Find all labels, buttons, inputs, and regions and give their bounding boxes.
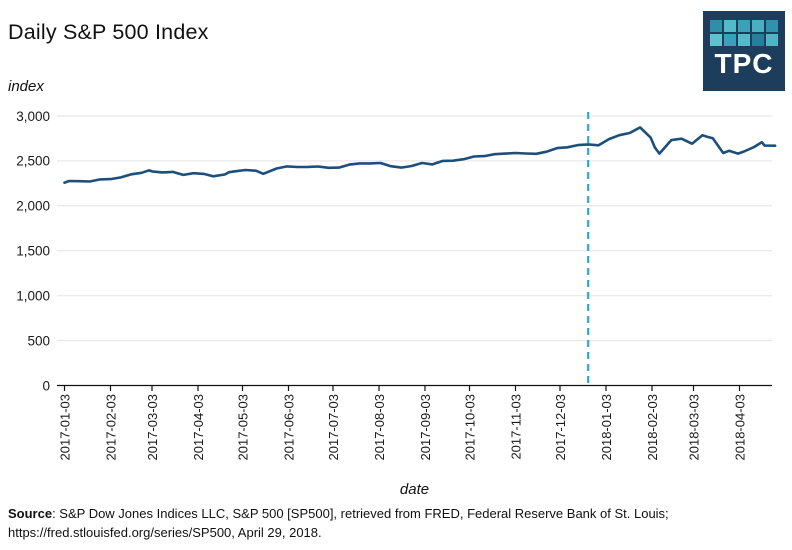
sp500-line-chart: 0 500 1,000 1,500 2,000 2,500 3,000 2017-01-03 2… [16,109,777,461]
logo-square [738,34,750,46]
x-tick-label: 2018-01-03 [599,394,614,461]
logo-text: TPC [714,48,774,79]
x-axis-title: date [399,481,430,498]
series-line [63,126,777,184]
x-tick-label: 2017-06-03 [282,394,297,461]
x-tick-label: 2017-02-03 [104,394,119,461]
source-text-line2: https://fred.stlouisfed.org/series/SP500… [8,524,322,540]
logo-square [710,34,722,46]
logo-square [710,20,722,32]
y-tick-label: 1,000 [16,289,50,304]
x-tick-label: 2018-02-03 [645,394,660,461]
tpc-logo: TPC [703,11,785,91]
x-tick-label: 2018-04-03 [733,394,748,461]
y-tick-label: 3,000 [16,109,50,124]
logo-square [766,20,778,32]
x-tick-label: 2017-05-03 [236,394,251,461]
x-tick-label: 2017-08-03 [372,394,387,461]
y-tick-label: 2,000 [16,199,50,214]
logo-square [766,34,778,46]
x-tick-label: 2018-03-03 [687,394,702,461]
y-tick-label: 0 [42,378,50,393]
logo-squares-grid [710,20,778,46]
logo-square [738,20,750,32]
x-tick-label: 2017-04-03 [191,394,206,461]
x-tick-label: 2017-12-03 [553,394,568,461]
logo-square [724,34,736,46]
logo-square [752,20,764,32]
y-tick-label: 500 [27,333,50,348]
x-tick-label: 2017-09-03 [418,394,433,461]
x-tick-label: 2017-01-03 [58,394,73,461]
logo-square [752,34,764,46]
source-text-line1: : S&P Dow Jones Indices LLC, S&P 500 [SP… [52,506,669,521]
x-tick-label: 2017-07-03 [326,394,341,461]
logo-square [724,20,736,32]
x-tick-label: 2017-11-03 [509,394,524,460]
source-note: Source: S&P Dow Jones Indices LLC, S&P 5… [8,505,768,543]
source-label: Source [8,506,53,521]
page-title: Daily S&P 500 Index [8,20,209,44]
y-tick-label: 2,500 [16,154,50,169]
y-tick-label: 1,500 [16,244,50,259]
x-tick-label: 2017-10-03 [463,394,478,461]
y-axis-title: index [8,78,44,95]
x-tick-label: 2017-03-03 [145,394,160,461]
